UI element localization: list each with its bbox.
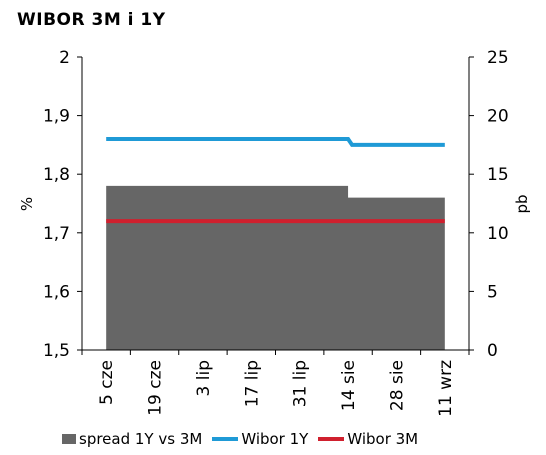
legend-label-wibor-1y: Wibor 1Y xyxy=(241,430,309,448)
x-tick-label: 28 sie xyxy=(387,360,407,411)
y-left-tick-label: 1,8 xyxy=(43,165,70,185)
legend-item-wibor-3m: Wibor 3M xyxy=(318,430,418,448)
x-tick-label: 31 lip xyxy=(291,360,311,407)
legend-swatch-wibor-3m xyxy=(318,437,345,441)
x-tick-label: 3 lip xyxy=(194,360,214,396)
y-left-tick-label: 1,7 xyxy=(43,224,70,244)
y-left-tick-label: 1,9 xyxy=(43,107,70,127)
x-tick-label: 14 sie xyxy=(339,360,359,411)
y-right-tick-label: 0 xyxy=(487,341,498,361)
legend-swatch-spread xyxy=(62,434,76,444)
chart-title: WIBOR 3M i 1Y xyxy=(17,10,166,30)
y-right-tick-label: 25 xyxy=(487,48,509,68)
y-right-tick-label: 10 xyxy=(487,224,509,244)
legend-item-spread: spread 1Y vs 3M xyxy=(62,430,202,448)
x-tick-label: 5 cze xyxy=(97,360,117,405)
plot-area xyxy=(106,137,445,350)
y-left-tick-label: 2 xyxy=(59,48,70,68)
y-left-tick-label: 1,6 xyxy=(43,282,70,302)
legend-label-wibor-3m: Wibor 3M xyxy=(347,430,419,448)
series-area-spread-1y-vs-3m xyxy=(106,185,445,350)
series-line-wibor-1y xyxy=(106,137,445,147)
x-tick-label: 17 lip xyxy=(242,360,262,407)
y-left-tick-label: 1,5 xyxy=(43,341,70,361)
y-right-tick-label: 20 xyxy=(487,107,509,127)
y-axis-label-right: pb xyxy=(513,194,531,213)
legend-label-spread: spread 1Y vs 3M xyxy=(79,430,203,448)
x-tick-label: 19 cze xyxy=(146,360,166,416)
y-right-tick-label: 5 xyxy=(487,282,498,302)
y-right-tick-label: 15 xyxy=(487,165,509,185)
legend: spread 1Y vs 3M Wibor 1Y Wibor 3M xyxy=(62,430,428,448)
legend-swatch-wibor-1y xyxy=(212,437,239,441)
y-axis-label-left: % xyxy=(18,197,36,211)
legend-item-wibor-1y: Wibor 1Y xyxy=(212,430,308,448)
x-tick-label: 11 wrz xyxy=(436,360,456,417)
